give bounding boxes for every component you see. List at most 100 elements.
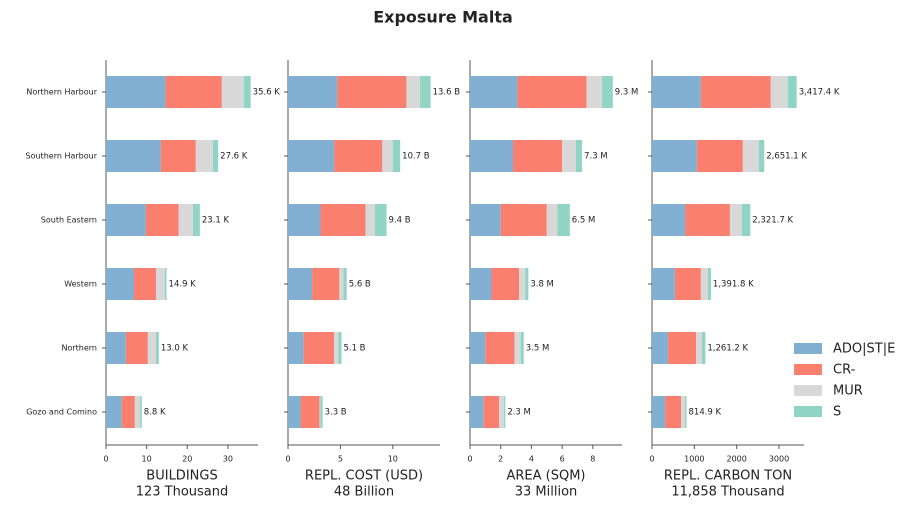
bar-segment <box>701 332 706 364</box>
bar-segment <box>700 76 771 108</box>
bar-segment <box>319 396 321 428</box>
legend-swatch <box>794 364 822 375</box>
x-axis-label: BUILDINGS <box>146 469 217 484</box>
x-tick-label: 4 <box>529 455 534 464</box>
legend-label: CR- <box>833 363 856 378</box>
total-label: 23.1 K <box>202 216 230 226</box>
bar-segment <box>503 396 506 428</box>
y-tick-label: Northern Harbour <box>26 88 97 97</box>
x-axis-label: 33 Million <box>515 485 578 500</box>
total-label: 6.5 M <box>572 216 596 226</box>
x-tick-label: 3000 <box>769 455 789 464</box>
bar-segment <box>700 268 708 300</box>
bar-segment <box>106 332 126 364</box>
bar-segment <box>140 396 142 428</box>
bar-segment <box>491 268 520 300</box>
bar-segment <box>343 268 347 300</box>
legend-swatch <box>794 343 822 354</box>
legend-swatch <box>794 385 822 396</box>
total-label: 3.3 B <box>325 408 347 418</box>
total-label: 14.9 K <box>169 280 197 290</box>
bar-segment <box>300 396 320 428</box>
x-tick-label: 2000 <box>727 455 747 464</box>
bar-segment <box>288 140 335 172</box>
bar-segment <box>770 76 788 108</box>
bar-segment <box>147 332 156 364</box>
bar-segment <box>106 204 146 236</box>
bar-segment <box>546 204 558 236</box>
bar-segment <box>674 268 701 300</box>
bar-segment <box>652 268 675 300</box>
bar-segment <box>288 396 301 428</box>
bar-segment <box>519 268 526 300</box>
bar-segment <box>339 268 344 300</box>
total-label: 13.6 B <box>433 88 461 98</box>
x-tick-label: 0 <box>467 455 472 464</box>
total-label: 9.3 M <box>615 88 639 98</box>
bar-segment <box>470 140 513 172</box>
x-tick-label: 1000 <box>684 455 704 464</box>
x-axis-label: 48 Billion <box>334 485 394 500</box>
bar-segment <box>178 204 193 236</box>
bar-segment <box>729 204 742 236</box>
bar-segment <box>160 140 196 172</box>
bar-segment <box>125 332 148 364</box>
total-label: 3.8 M <box>530 280 554 290</box>
total-label: 5.1 B <box>343 344 365 354</box>
bar-segment <box>155 332 159 364</box>
x-tick-label: 20 <box>182 455 192 464</box>
bar-segment <box>562 140 576 172</box>
bar-segment <box>155 268 165 300</box>
bar-segment <box>602 76 613 108</box>
bar-segment <box>334 332 339 364</box>
bar-segment <box>243 76 251 108</box>
total-label: 2.3 M <box>507 408 531 418</box>
total-label: 13.0 K <box>161 344 189 354</box>
bar-segment <box>652 76 701 108</box>
bar-segment <box>470 396 484 428</box>
bar-segment <box>288 332 304 364</box>
bar-segment <box>212 140 219 172</box>
x-tick-label: 0 <box>103 455 108 464</box>
x-tick-label: 30 <box>223 455 233 464</box>
bar-segment <box>406 76 421 108</box>
legend-label: MUR <box>833 384 863 399</box>
total-label: 3.5 M <box>526 344 550 354</box>
bar-segment <box>121 396 135 428</box>
x-tick-label: 6 <box>560 455 565 464</box>
bar-segment <box>652 204 686 236</box>
bar-segment <box>375 204 387 236</box>
x-axis-label: AREA (SQM) <box>506 469 585 484</box>
bar-segment <box>320 204 366 236</box>
x-axis-label: 11,858 Thousand <box>671 485 784 500</box>
bar-segment <box>681 396 686 428</box>
bar-segment <box>652 140 697 172</box>
y-tick-label: Gozo and Comino <box>26 408 97 417</box>
y-tick-label: Southern Harbour <box>26 152 98 161</box>
bar-segment <box>485 332 515 364</box>
x-tick-label: 10 <box>142 455 152 464</box>
bar-segment <box>106 140 161 172</box>
total-label: 7.3 M <box>584 152 608 162</box>
bar-segment <box>382 140 393 172</box>
bar-segment <box>145 204 179 236</box>
bar-segment <box>685 396 687 428</box>
bar-segment <box>520 332 524 364</box>
bar-segment <box>470 204 501 236</box>
bar-segment <box>392 140 401 172</box>
bar-segment <box>665 396 682 428</box>
total-label: 814.9 K <box>689 408 722 418</box>
total-label: 9.4 B <box>389 216 411 226</box>
total-label: 10.7 B <box>402 152 430 162</box>
total-label: 3,417.4 K <box>799 88 840 98</box>
bar-segment <box>106 396 122 428</box>
bar-segment <box>164 268 167 300</box>
bar-segment <box>787 76 797 108</box>
chart-title: Exposure Malta <box>373 8 513 27</box>
bar-segment <box>499 396 504 428</box>
legend-swatch <box>794 406 822 417</box>
bar-segment <box>514 332 521 364</box>
bar-segment <box>420 76 431 108</box>
bar-segment <box>106 76 166 108</box>
